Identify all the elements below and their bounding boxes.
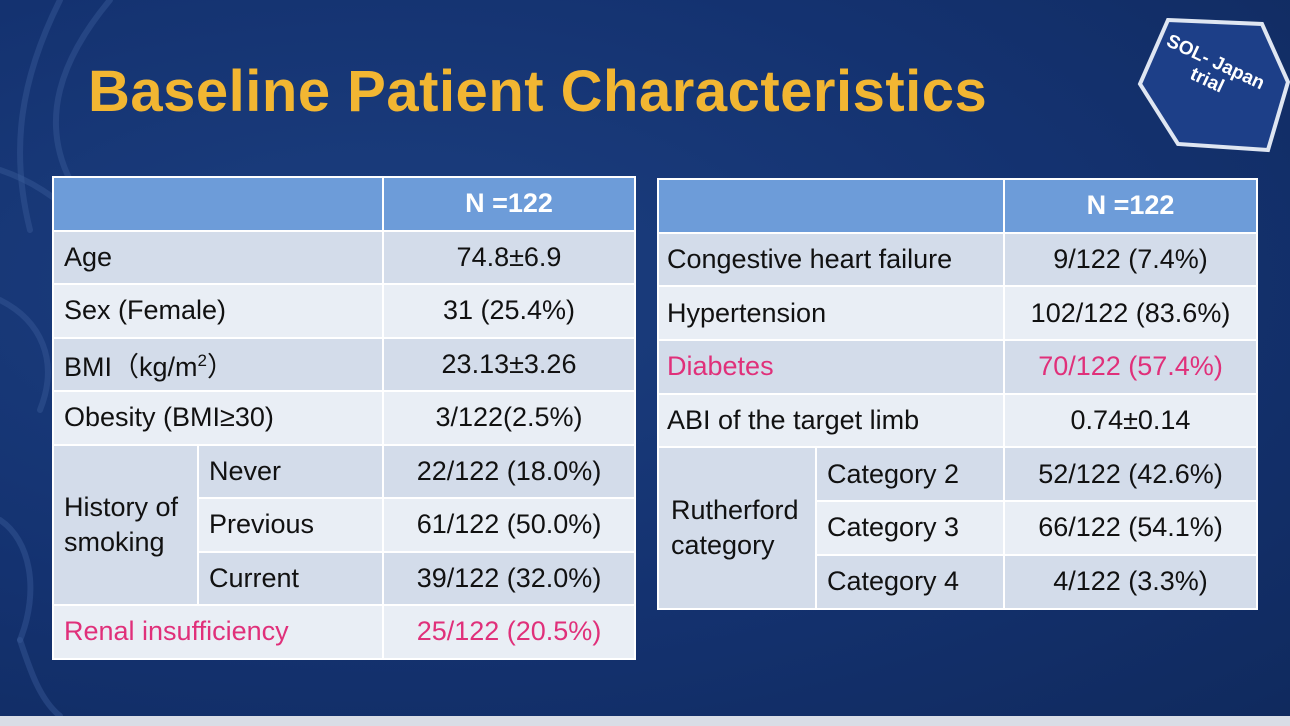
row-label: Hypertension xyxy=(657,285,1005,342)
trial-badge: SOL- Japan trial xyxy=(1130,12,1290,162)
row-sublabel: Category 2 xyxy=(815,446,1005,503)
table-row-age: Age 74.8±6.9 xyxy=(52,229,636,285)
table-row-renal: Renal insufficiency 25/122 (20.5%) xyxy=(52,604,636,660)
bmi-label-text: BMI（kg/m xyxy=(64,351,198,382)
row-sublabel: Previous xyxy=(197,497,384,553)
header-n-cell: N =122 xyxy=(382,176,636,232)
table-row-rutherford-cat4: Category 4 4/122 (3.3%) xyxy=(658,553,1258,610)
row-value-highlight: 70/122 (57.4%) xyxy=(1003,339,1258,395)
row-value: 74.8±6.9 xyxy=(382,229,636,285)
bmi-label-close: ） xyxy=(206,351,234,382)
row-sublabel: Never xyxy=(197,443,384,499)
row-label: Obesity (BMI≥30) xyxy=(52,390,384,446)
header-blank-cell xyxy=(657,178,1005,234)
row-value: 22/122 (18.0%) xyxy=(382,443,636,499)
table-header-row: N =122 xyxy=(657,178,1258,234)
row-label: ABI of the target limb xyxy=(657,392,1005,449)
row-label: Sex (Female) xyxy=(52,283,384,339)
baseline-table-right: N =122 Congestive heart failure 9/122 (7… xyxy=(657,178,1258,610)
header-n-cell: N =122 xyxy=(1003,178,1258,234)
row-label: Congestive heart failure xyxy=(657,231,1005,288)
row-value: 61/122 (50.0%) xyxy=(382,497,636,553)
bmi-label-superscript: 2 xyxy=(197,350,207,370)
table-row-smoking-previous: Previous 61/122 (50.0%) xyxy=(53,497,636,553)
header-blank-cell xyxy=(52,176,384,232)
table-row-chf: Congestive heart failure 9/122 (7.4%) xyxy=(657,231,1258,288)
smoking-group-label: History of smoking xyxy=(52,443,199,606)
row-value: 102/122 (83.6%) xyxy=(1003,285,1258,342)
table-row-diabetes: Diabetes 70/122 (57.4%) xyxy=(657,339,1258,395)
row-value: 9/122 (7.4%) xyxy=(1003,231,1258,288)
row-sublabel: Current xyxy=(197,550,384,606)
row-value: 39/122 (32.0%) xyxy=(382,550,636,606)
hexagon-badge-shape xyxy=(1137,17,1290,153)
row-label-bmi: BMI（kg/m2） xyxy=(52,336,384,392)
row-value: 66/122 (54.1%) xyxy=(1003,500,1258,556)
table-row-abi: ABI of the target limb 0.74±0.14 xyxy=(657,392,1258,449)
bottom-bar xyxy=(0,716,1290,726)
table-row-rutherford-cat3: Category 3 66/122 (54.1%) xyxy=(658,500,1258,556)
row-value: 31 (25.4%) xyxy=(382,283,636,339)
table-row-hypertension: Hypertension 102/122 (83.6%) xyxy=(657,285,1258,342)
row-value: 52/122 (42.6%) xyxy=(1003,446,1258,503)
table-header-row: N =122 xyxy=(52,176,636,232)
row-value-highlight: 25/122 (20.5%) xyxy=(382,604,636,660)
row-value: 23.13±3.26 xyxy=(382,336,636,392)
row-sublabel: Category 4 xyxy=(815,553,1005,610)
table-row-smoking-current: Current 39/122 (32.0%) xyxy=(53,550,636,606)
row-label: Age xyxy=(52,229,384,285)
table-row-sex: Sex (Female) 31 (25.4%) xyxy=(52,283,636,339)
table-row-smoking-never: History of smoking Never 22/122 (18.0%) xyxy=(52,443,636,606)
row-value: 4/122 (3.3%) xyxy=(1003,553,1258,610)
row-label-highlight: Diabetes xyxy=(657,339,1005,395)
table-row-obesity: Obesity (BMI≥30) 3/122(2.5%) xyxy=(52,390,636,446)
table-row-rutherford-cat2: Rutherford category Category 2 52/122 (4… xyxy=(657,446,1258,610)
row-label-highlight: Renal insufficiency xyxy=(52,604,384,660)
baseline-table-left: N =122 Age 74.8±6.9 Sex (Female) 31 (25.… xyxy=(52,176,636,660)
row-sublabel: Category 3 xyxy=(815,500,1005,556)
rutherford-group-label: Rutherford category xyxy=(657,446,817,610)
table-row-bmi: BMI（kg/m2） 23.13±3.26 xyxy=(52,336,636,392)
row-value: 3/122(2.5%) xyxy=(382,390,636,446)
row-value: 0.74±0.14 xyxy=(1003,392,1258,449)
slide-title: Baseline Patient Characteristics xyxy=(88,59,988,124)
